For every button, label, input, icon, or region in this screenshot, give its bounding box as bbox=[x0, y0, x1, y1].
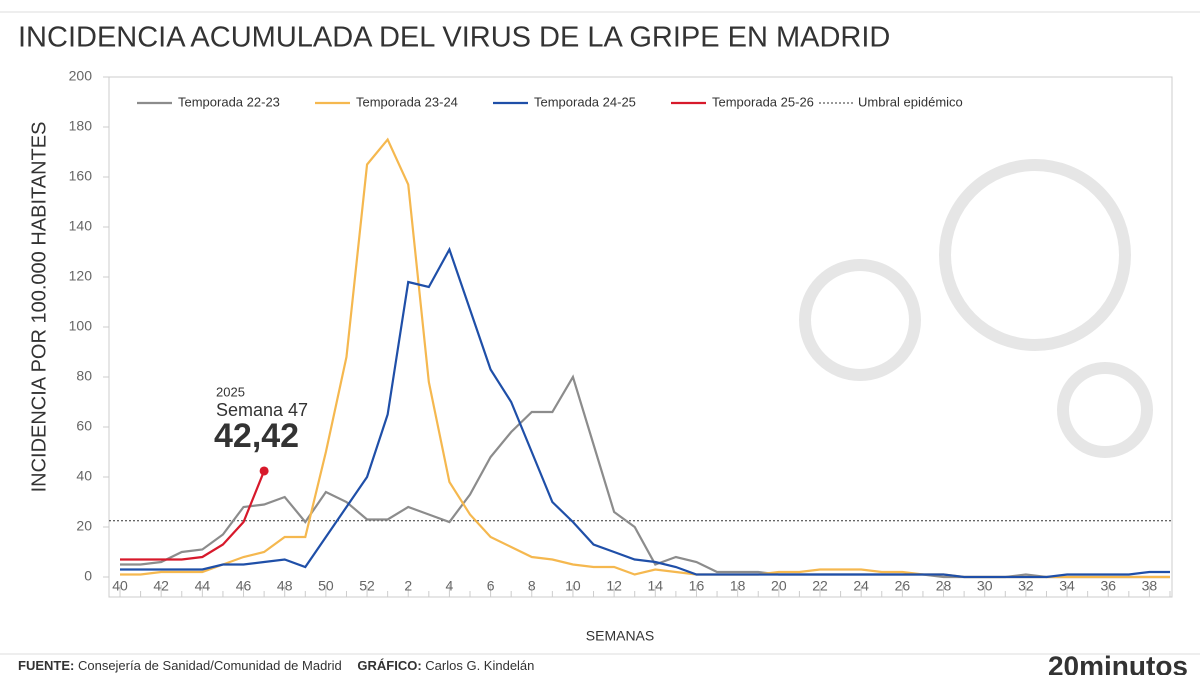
x-tick-label: 44 bbox=[195, 578, 211, 594]
x-tick-label: 6 bbox=[487, 578, 495, 594]
legend-label: Umbral epidémico bbox=[858, 94, 963, 109]
legend-label: Temporada 25-26 bbox=[712, 94, 814, 109]
legend-label: Temporada 23-24 bbox=[356, 94, 458, 109]
brand-logo: 20minutos bbox=[1048, 650, 1188, 675]
x-tick-label: 36 bbox=[1100, 578, 1116, 594]
x-tick-label: 4 bbox=[446, 578, 454, 594]
x-tick-label: 34 bbox=[1059, 578, 1075, 594]
y-tick-label: 140 bbox=[69, 218, 93, 234]
x-tick-label: 42 bbox=[153, 578, 169, 594]
x-tick-label: 30 bbox=[977, 578, 993, 594]
x-tick-label: 32 bbox=[1018, 578, 1034, 594]
y-tick-label: 40 bbox=[76, 468, 92, 484]
x-tick-label: 46 bbox=[236, 578, 252, 594]
value-label: 42,42 bbox=[214, 417, 299, 455]
y-tick-label: 80 bbox=[76, 368, 92, 384]
x-tick-label: 48 bbox=[277, 578, 293, 594]
end-point bbox=[259, 466, 269, 476]
y-tick-label: 180 bbox=[69, 118, 93, 134]
footer: FUENTE: Consejería de Sanidad/Comunidad … bbox=[18, 658, 534, 673]
x-tick-label: 16 bbox=[689, 578, 705, 594]
x-tick-label: 8 bbox=[528, 578, 536, 594]
x-tick-label: 26 bbox=[895, 578, 911, 594]
y-tick-label: 200 bbox=[69, 68, 93, 84]
x-tick-label: 18 bbox=[730, 578, 746, 594]
annotation-week: Semana 47 bbox=[216, 400, 308, 420]
y-tick-label: 0 bbox=[84, 568, 92, 584]
series-line bbox=[120, 246, 1170, 579]
virus-decoration bbox=[799, 159, 1153, 458]
credit-label: GRÁFICO: bbox=[357, 658, 421, 673]
series-line bbox=[120, 470, 266, 561]
x-tick-label: 52 bbox=[359, 578, 375, 594]
y-axis-label: INCIDENCIA POR 100.000 HABITANTES bbox=[28, 122, 50, 493]
x-tick-label: 20 bbox=[771, 578, 787, 594]
plot-frame bbox=[108, 76, 1173, 598]
source-label: FUENTE: bbox=[18, 658, 74, 673]
legend-label: Temporada 22-23 bbox=[178, 94, 280, 109]
legend-label: Temporada 24-25 bbox=[534, 94, 636, 109]
annotation-year: 2025 bbox=[216, 384, 245, 399]
series-line bbox=[120, 137, 1170, 579]
y-tick-label: 100 bbox=[69, 318, 93, 334]
chart-title: INCIDENCIA ACUMULADA DEL VIRUS DE LA GRI… bbox=[18, 22, 890, 54]
x-tick-label: 10 bbox=[565, 578, 581, 594]
x-tick-label: 2 bbox=[404, 578, 412, 594]
x-tick-label: 50 bbox=[318, 578, 334, 594]
x-axis-label: SEMANAS bbox=[586, 628, 654, 644]
x-tick-label: 38 bbox=[1142, 578, 1158, 594]
y-tick-label: 120 bbox=[69, 268, 93, 284]
x-tick-label: 22 bbox=[812, 578, 828, 594]
source-text: Consejería de Sanidad/Comunidad de Madri… bbox=[78, 658, 342, 673]
x-tick-label: 12 bbox=[606, 578, 622, 594]
x-tick-label: 14 bbox=[648, 578, 664, 594]
x-tick-label: 40 bbox=[112, 578, 128, 594]
y-tick-label: 20 bbox=[76, 518, 92, 534]
x-tick-label: 28 bbox=[936, 578, 952, 594]
x-tick-label: 24 bbox=[853, 578, 869, 594]
y-tick-label: 160 bbox=[69, 168, 93, 184]
credit-text: Carlos G. Kindelán bbox=[425, 658, 534, 673]
y-tick-label: 60 bbox=[76, 418, 92, 434]
